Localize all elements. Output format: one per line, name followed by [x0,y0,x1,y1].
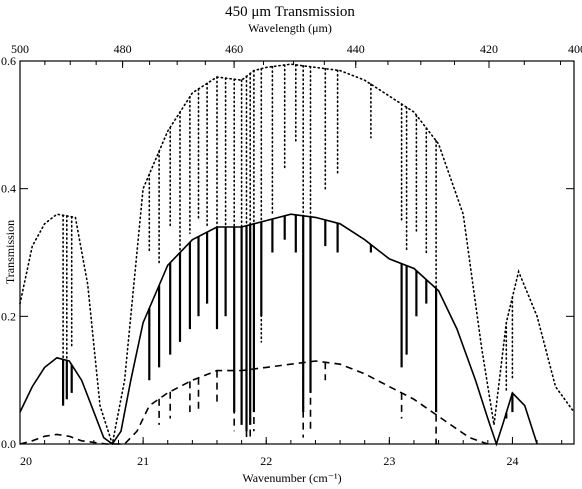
x-tick-label: 24 [506,454,518,468]
top-tick-label: 420 [480,42,498,56]
y-tick-label: 0.0 [1,437,16,451]
top-tick-label: 440 [347,42,365,56]
top-tick-label: 460 [225,42,243,56]
absorption-lines-layer [61,64,514,444]
plot-frame [19,60,575,445]
top-tick-label: 400 [568,42,582,56]
top-axis-label: Wavelength (μm) [248,21,332,35]
y-axis-label: Transmission [3,220,17,284]
x-tick-label: 23 [383,454,395,468]
x-tick-label: 22 [260,454,272,468]
y-tick-label: 0.4 [1,182,16,196]
top-tick-label: 500 [11,42,29,56]
y-tick-label: 0.2 [1,309,16,323]
x-axis-label: Wavenumber (cm⁻¹) [242,471,341,485]
chart-title: 450 μm Transmission [225,4,355,20]
top-tick-label: 480 [114,42,132,56]
dotted-series-line [19,63,575,445]
x-tick-label: 21 [137,454,149,468]
y-tick-label: 0.6 [1,54,16,68]
solid-series-line [19,213,538,447]
series-layer [19,63,575,447]
x-tick-label: 20 [20,454,32,468]
